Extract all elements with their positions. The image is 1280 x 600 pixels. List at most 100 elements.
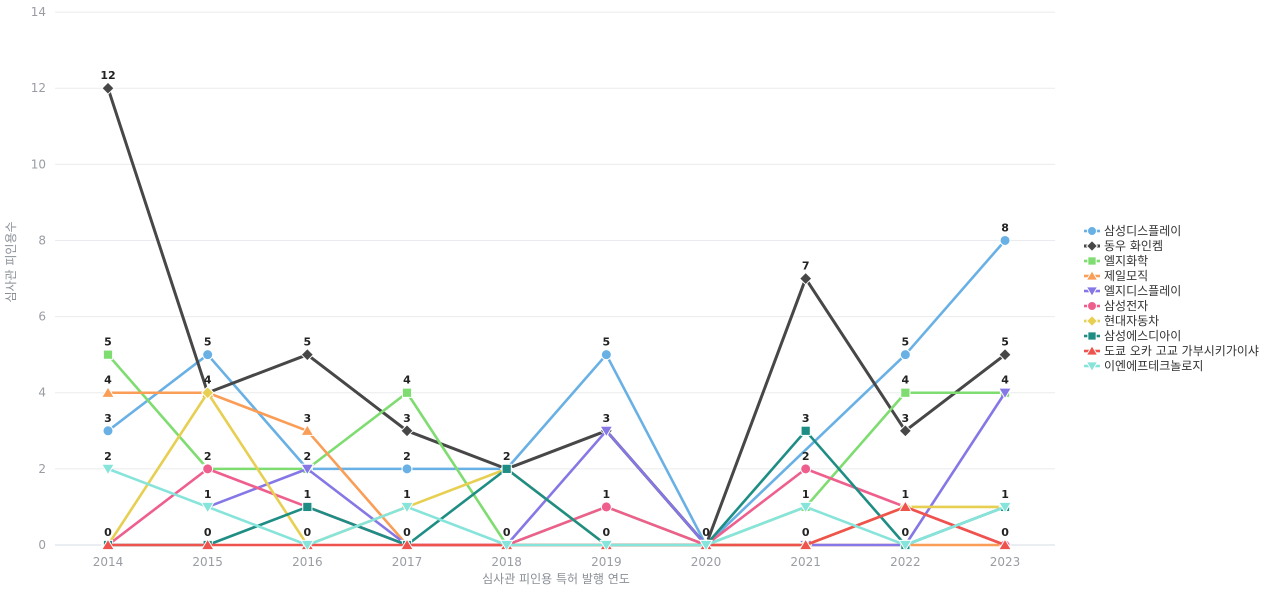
legend-label: 현대자동차 [1104,314,1159,328]
square-marker [800,425,811,436]
circle-marker [1087,226,1097,236]
x-tick-label: 2021 [790,555,821,569]
triangle-up-marker [200,538,215,551]
triangle-up-marker [898,500,913,513]
square-marker [1087,256,1097,266]
point-label: 2 [503,450,511,463]
triangle-down-marker [997,387,1013,400]
legend-item-9[interactable]: 이엔에프테크놀로지 [1084,359,1203,373]
point-label: 5 [1001,336,1009,349]
triangle-up-marker [1085,269,1099,281]
point-label: 2 [403,450,411,463]
x-tick-label: 2017 [392,555,423,569]
legend-item-2[interactable]: 엘지화학 [1084,254,1148,268]
triangle-up-marker [399,538,415,551]
legend-label: 이엔에프테크놀로지 [1104,359,1203,373]
point-label: 5 [104,336,112,349]
point-label: 12 [100,69,115,82]
triangle-down-marker [898,539,913,552]
y-tick-label: 4 [38,386,46,400]
legend-label: 제일모직 [1104,269,1148,283]
legend-item-7[interactable]: 삼성에스디아이 [1084,329,1181,343]
point-label: 0 [403,526,411,539]
point-label: 2 [304,450,312,463]
point-label: 0 [304,526,312,539]
circle-marker [1087,301,1097,311]
circle-marker [899,349,911,361]
y-tick-label: 8 [38,233,46,247]
triangle-up-marker [1085,344,1099,356]
triangle-down-marker [200,501,215,514]
x-tick-label: 2014 [93,555,124,569]
point-label: 0 [104,526,112,539]
point-label: 1 [603,488,611,501]
legend-item-8[interactable]: 도쿄 오카 고교 가부시키가이샤 [1084,344,1259,358]
point-label: 0 [802,526,810,539]
diamond-marker [400,424,414,438]
legend-item-4[interactable]: 엘지디스플레이 [1084,284,1181,298]
point-label: 3 [603,412,611,425]
point-label: 3 [403,412,411,425]
circle-marker [600,349,612,361]
point-label: 5 [603,336,611,349]
legend-item-5[interactable]: 삼성전자 [1084,299,1148,313]
triangle-down-marker [798,501,813,514]
diamond-marker [998,347,1012,362]
legend-item-6[interactable]: 현대자동차 [1084,314,1159,328]
circle-marker [102,425,114,437]
point-label: 1 [1001,488,1009,501]
diamond-marker [1085,239,1099,253]
point-label: 5 [304,336,312,349]
x-tick-label: 2018 [491,555,522,569]
y-tick-label: 10 [31,157,46,171]
square-marker [501,463,512,474]
point-label: 3 [802,412,810,425]
point-label: 2 [204,450,212,463]
point-label: 2 [802,450,810,463]
point-label: 4 [1001,374,1009,387]
point-label: 1 [802,488,810,501]
point-label: 5 [902,336,910,349]
legend-item-0[interactable]: 삼성디스플레이 [1084,224,1181,238]
point-label: 3 [304,412,312,425]
diamond-marker [101,81,115,95]
triangle-down-marker [599,425,614,438]
square-marker [102,349,114,360]
y-axis-title: 심사관 피인용수 [4,221,18,302]
square-marker [900,387,911,398]
point-label: 4 [204,374,212,387]
x-tick-label: 2022 [890,555,921,569]
triangle-down-marker [300,463,315,476]
point-label: 1 [304,488,312,501]
legend-item-3[interactable]: 제일모직 [1084,269,1148,283]
triangle-down-marker [100,463,116,476]
point-label: 8 [1001,221,1009,234]
triangle-up-marker [997,538,1013,551]
point-label: 5 [204,336,212,349]
triangle-up-marker [100,538,116,551]
point-label: 1 [204,488,212,501]
circle-marker [202,349,214,361]
point-label: 3 [902,412,910,425]
diamond-marker [300,347,315,362]
x-tick-label: 2015 [192,555,223,569]
point-label: 0 [702,526,710,539]
legend-label: 삼성에스디아이 [1104,329,1181,343]
triangle-down-marker [698,539,714,552]
point-label: 0 [503,526,511,539]
y-tick-label: 0 [38,538,46,552]
diamond-marker [898,424,913,438]
triangle-down-marker [300,539,315,552]
series-line [106,87,1006,547]
triangle-down-marker [599,539,614,552]
circle-marker [401,463,413,475]
point-label: 3 [104,412,112,425]
circle-marker [800,463,812,475]
point-label: 1 [403,488,411,501]
circle-marker [202,463,214,475]
point-label: 2 [104,450,112,463]
legend-item-1[interactable]: 동우 화인켐 [1084,239,1163,253]
triangle-up-marker [300,424,315,436]
